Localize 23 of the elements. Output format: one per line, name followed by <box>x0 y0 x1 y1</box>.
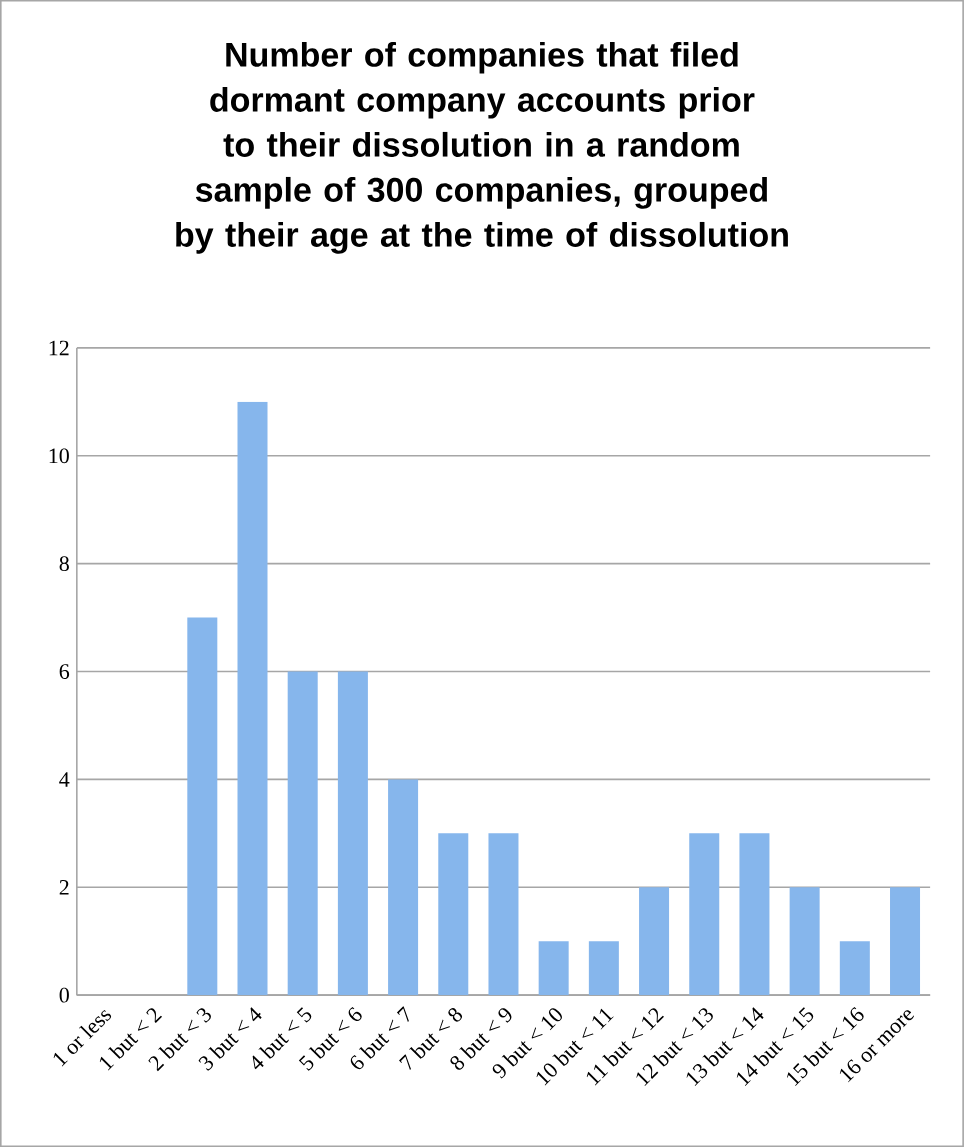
bar <box>287 671 318 996</box>
y-tick-label: 10 <box>49 448 69 464</box>
chart-title: Number of companies that filed dormant company accounts prior to their dissolution in a random sample of 300 companies, grouped by their age at the time of dissolution <box>176 41 788 254</box>
bar <box>739 833 770 996</box>
y-tick-label: 12 <box>49 340 69 356</box>
bar <box>538 941 569 996</box>
y-tick-label: 2 <box>59 880 69 895</box>
bar <box>839 941 870 996</box>
y-tick-label: 8 <box>59 556 69 572</box>
bar <box>187 617 218 996</box>
bar <box>337 671 368 996</box>
bar <box>237 401 268 996</box>
bar <box>789 887 820 996</box>
y-tick-label: 6 <box>59 664 70 679</box>
bar <box>588 941 619 996</box>
bar <box>488 833 519 996</box>
bar <box>438 833 469 996</box>
bar <box>388 779 419 996</box>
y-tick-label: 4 <box>59 772 70 787</box>
bar <box>639 887 670 996</box>
y-tick-label: 0 <box>59 987 69 1003</box>
bar <box>689 833 720 996</box>
bar <box>890 887 921 996</box>
